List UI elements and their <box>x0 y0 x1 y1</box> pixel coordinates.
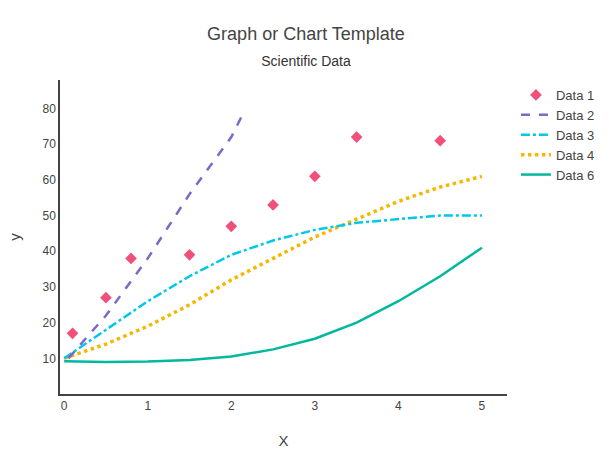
svg-text:2: 2 <box>228 399 235 413</box>
svg-text:0: 0 <box>61 399 68 413</box>
svg-text:40: 40 <box>42 244 56 258</box>
svg-text:20: 20 <box>42 316 56 330</box>
svg-text:30: 30 <box>42 280 56 294</box>
svg-text:Data 6: Data 6 <box>556 168 594 183</box>
svg-text:3: 3 <box>311 399 318 413</box>
svg-text:Data 4: Data 4 <box>556 148 594 163</box>
svg-text:Data 1: Data 1 <box>556 88 594 103</box>
svg-text:80: 80 <box>42 102 56 116</box>
svg-text:Data 3: Data 3 <box>556 128 594 143</box>
svg-text:5: 5 <box>479 399 486 413</box>
svg-text:4: 4 <box>395 399 402 413</box>
svg-text:y: y <box>6 233 23 241</box>
svg-text:Data 2: Data 2 <box>556 108 594 123</box>
svg-text:Scientific Data: Scientific Data <box>261 53 351 69</box>
svg-text:50: 50 <box>42 209 56 223</box>
svg-text:70: 70 <box>42 137 56 151</box>
svg-text:X: X <box>278 432 288 449</box>
svg-text:10: 10 <box>42 352 56 366</box>
svg-text:Graph or Chart Template: Graph or Chart Template <box>207 24 405 44</box>
svg-text:1: 1 <box>144 399 151 413</box>
svg-text:60: 60 <box>42 173 56 187</box>
